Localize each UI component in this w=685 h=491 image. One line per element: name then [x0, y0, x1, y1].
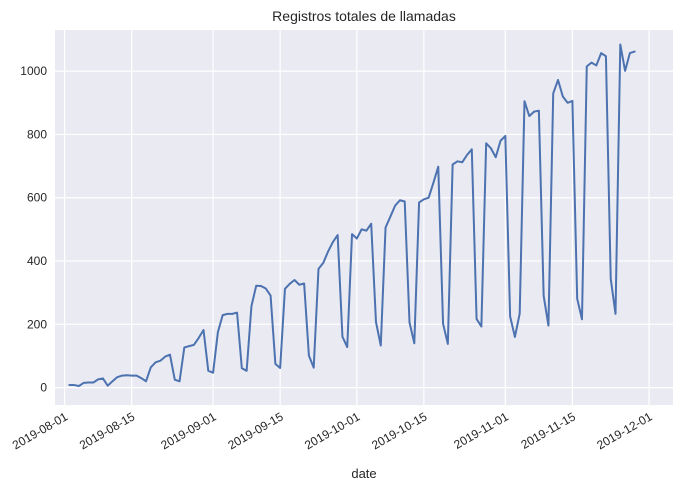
x-tick-label: 2019-11-01 [451, 409, 511, 452]
x-tick-label: 2019-08-15 [77, 409, 137, 452]
series-layer [68, 43, 636, 388]
x-tick-labels: 2019-08-01 2019-08-15 2019-09-01 2019-09-15… [10, 409, 655, 452]
chart-title: Registros totales de llamadas [272, 8, 456, 24]
x-tick-label: 2019-11-15 [519, 409, 579, 452]
x-tick-label: 2019-12-01 [594, 409, 654, 452]
x-tick-label: 2019-09-01 [158, 409, 218, 452]
y-tick-label: 200 [27, 317, 47, 331]
x-tick-label: 2019-10-15 [369, 409, 429, 452]
x-tick-label: 2019-09-15 [225, 409, 285, 452]
x-tick-label: 2019-08-01 [10, 409, 70, 452]
x-axis-label: date [351, 466, 376, 481]
y-tick-labels: 0 200 400 600 800 1000 [20, 64, 47, 394]
y-tick-label: 1000 [20, 64, 47, 78]
x-tick-label: 2019-10-01 [302, 409, 362, 452]
plot-area [55, 30, 673, 405]
y-tick-label: 400 [27, 254, 47, 268]
series-line [68, 43, 636, 388]
y-tick-label: 800 [27, 127, 47, 141]
y-tick-label: 0 [40, 381, 47, 395]
grid-lines [55, 30, 673, 405]
y-tick-label: 600 [27, 191, 47, 205]
